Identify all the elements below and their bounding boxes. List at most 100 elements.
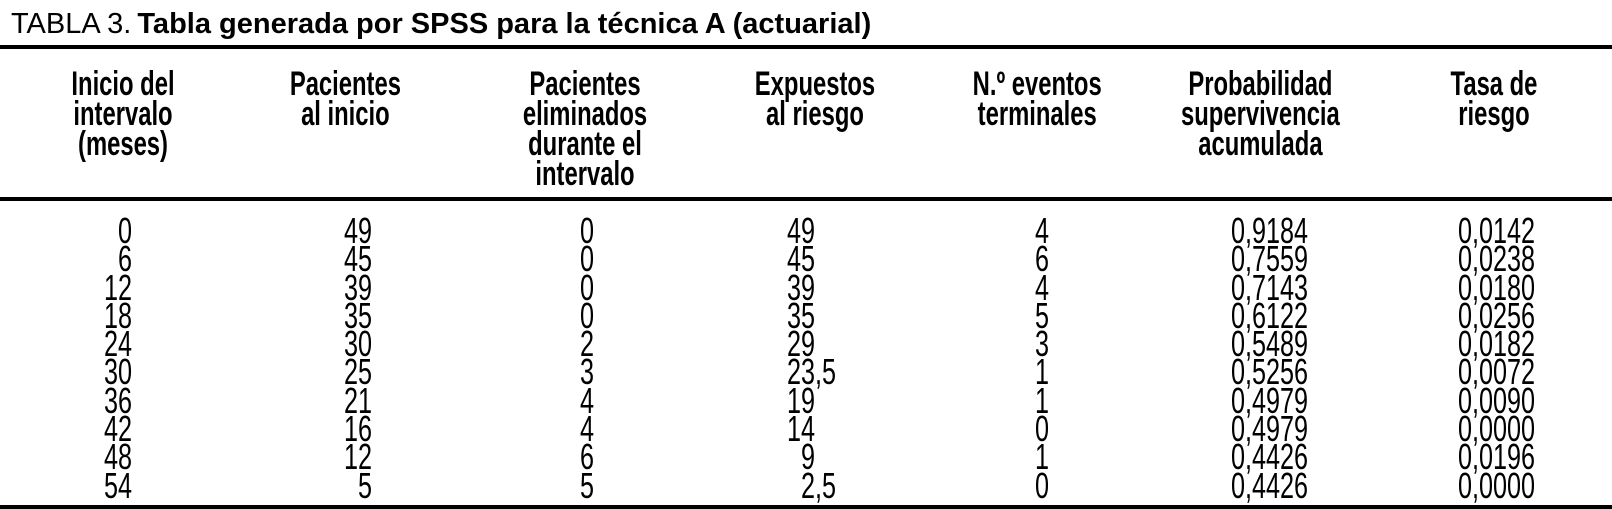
table-cell: 0,4979 [1230,408,1309,450]
table-cell: 0,0256 [1457,294,1536,336]
title-rule [0,45,1612,49]
column-header-label: Probabilidad supervivencia acumulada [1180,65,1340,163]
table-cell: 5 [1034,294,1049,336]
page-root: TABLA 3. Tabla generada por SPSS para la … [0,10,1612,509]
table-cell: 0 [1034,464,1049,506]
table-cell: 4 [1034,266,1049,308]
table-cell: 4 [579,379,594,421]
table-cell: 48 [103,436,132,478]
table-row: 18 35 0 35 5 0,6122 0,0256 [0,294,1612,336]
table-cell: 23,5 [786,351,837,393]
table-cell: 5 [357,464,372,506]
column-header: Tasa de riesgo [1390,49,1612,201]
table-cell: 0,7559 [1230,238,1309,280]
actuarial-survival-table: Inicio del intervalo (meses) Pacientes al… [0,49,1612,509]
table-cell: 39 [343,266,372,308]
table-cell: 12 [103,266,132,308]
table-cell: 29 [786,323,815,365]
column-header: Pacientes al inicio [230,49,460,201]
table-cell: 0 [579,210,594,251]
table-cell: 54 [103,464,132,506]
table-title-number: TABLA 3. [11,8,132,40]
table-body: 0 49 0 49 4 0,9184 0,0142 6 45 0 45 6 0,7559 0,0238 12… [0,199,1612,507]
table-cell: 9 [800,436,815,478]
table-title-text: Tabla generada por SPSS para la técnica … [137,8,872,40]
column-header-label: Pacientes al inicio [289,65,401,133]
table-cell: 14 [786,408,815,450]
table-cell: 1 [1034,379,1049,421]
table-cell: 2 [579,323,594,365]
table-cell: 2,5 [800,464,837,506]
table-cell: 18 [103,294,132,336]
table-cell: 0,7143 [1230,266,1309,308]
column-header: Pacientes eliminados durante el interval… [460,49,700,201]
table-cell: 6 [579,436,594,478]
table-cell: 3 [1034,323,1049,365]
table-cell: 4 [579,408,594,450]
table-cell: 21 [343,379,372,421]
table-row: 54 5 5 2,5 0 0,4426 0,0000 [0,464,1612,507]
table-cell: 0 [579,266,594,308]
table-cell: 0,0142 [1457,210,1536,251]
column-header: Expuestos al riesgo [700,49,930,201]
table-cell: 0,5256 [1230,351,1309,393]
table-title: TABLA 3. Tabla generada por SPSS para la … [11,10,1612,39]
table-cell: 24 [103,323,132,365]
table-cell: 0,0182 [1457,323,1536,365]
column-header: Probabilidad supervivencia acumulada [1130,49,1390,201]
table-cell: 0,6122 [1230,294,1309,336]
table-row: 48 12 6 9 1 0,4426 0,0196 [0,436,1612,478]
table-cell: 0,0196 [1457,436,1536,478]
table-row: 36 21 4 19 1 0,4979 0,0090 [0,379,1612,421]
table-cell: 6 [1034,238,1049,280]
table-cell: 0,4979 [1230,379,1309,421]
table-cell: 42 [103,408,132,450]
table-cell: 16 [343,408,372,450]
table-cell: 0,0000 [1457,408,1536,450]
table-cell: 3 [579,351,594,393]
table-cell: 35 [786,294,815,336]
table-cell: 4 [1034,210,1049,251]
table-cell: 0,0090 [1457,379,1536,421]
column-header-label: N.º eventos terminales [972,65,1102,133]
table-cell: 0,9184 [1230,210,1309,251]
table-row: 42 16 4 14 0 0,4979 0,0000 [0,408,1612,450]
table-cell: 1 [1034,351,1049,393]
table-cell: 0 [1034,408,1049,450]
table-cell: 30 [103,351,132,393]
table-cell: 45 [343,238,372,280]
column-header-label: Inicio del intervalo (meses) [71,65,175,163]
table-cell: 39 [786,266,815,308]
column-header: Inicio del intervalo (meses) [0,49,230,201]
table-cell: 0,4426 [1230,464,1309,506]
table-cell: 0 [117,210,132,251]
column-header-label: Expuestos al riesgo [754,65,876,133]
column-header: N.º eventos terminales [930,49,1130,201]
table-cell: 0,5489 [1230,323,1309,365]
table-cell: 0,4426 [1230,436,1309,478]
table-cell: 6 [117,238,132,280]
table-cell: 49 [786,210,815,251]
table-row: 24 30 2 29 3 0,5489 0,0182 [0,323,1612,365]
table-cell: 0,0000 [1457,464,1536,506]
column-header-label: Pacientes eliminados durante el interval… [522,65,648,193]
table-row: 30 25 3 23,5 1 0,5256 0,0072 [0,351,1612,393]
table-row: 12 39 0 39 4 0,7143 0,0180 [0,266,1612,308]
column-header-label: Tasa de riesgo [1450,65,1538,133]
table-cell: 45 [786,238,815,280]
table-cell: 30 [343,323,372,365]
table-cell: 5 [579,464,594,506]
table-cell: 0 [579,238,594,280]
table-row: 0 49 0 49 4 0,9184 0,0142 [0,199,1612,251]
table-cell: 49 [343,210,372,251]
table-cell: 12 [343,436,372,478]
table-row: 6 45 0 45 6 0,7559 0,0238 [0,238,1612,280]
table-cell: 0,0072 [1457,351,1536,393]
table-cell: 36 [103,379,132,421]
table-cell: 0,0238 [1457,238,1536,280]
table-cell: 35 [343,294,372,336]
table-cell: 19 [786,379,815,421]
table-cell: 0,0180 [1457,266,1536,308]
header-row: Inicio del intervalo (meses) Pacientes al… [0,49,1612,201]
table-cell: 1 [1034,436,1049,478]
